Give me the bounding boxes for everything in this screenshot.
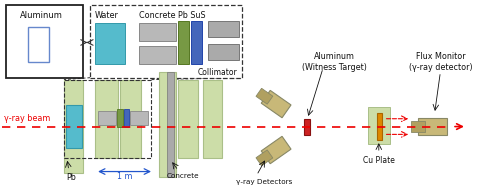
- Bar: [95, 23, 124, 64]
- Bar: [28, 27, 49, 62]
- Bar: [377, 113, 382, 140]
- Text: Flux Monitor
(γ-ray detector): Flux Monitor (γ-ray detector): [408, 52, 472, 72]
- Bar: [90, 5, 242, 78]
- Bar: [95, 80, 118, 158]
- Bar: [203, 80, 222, 158]
- Bar: [64, 80, 151, 158]
- Bar: [139, 23, 176, 40]
- Text: Concrete Pb SuS: Concrete Pb SuS: [139, 11, 206, 20]
- Bar: [98, 111, 116, 125]
- Text: Cu Plate: Cu Plate: [363, 156, 395, 165]
- Bar: [410, 121, 425, 132]
- Bar: [208, 21, 239, 37]
- Text: Aluminum
(Witness Target): Aluminum (Witness Target): [302, 52, 367, 72]
- Bar: [261, 90, 291, 118]
- Text: Pb: Pb: [66, 174, 76, 183]
- Bar: [256, 150, 273, 166]
- Text: Water: Water: [95, 11, 119, 20]
- Bar: [66, 105, 82, 148]
- Bar: [256, 88, 273, 104]
- Bar: [159, 72, 176, 177]
- Bar: [179, 21, 189, 64]
- Bar: [139, 46, 176, 64]
- Bar: [117, 109, 122, 127]
- Text: Aluminum: Aluminum: [20, 11, 63, 20]
- Bar: [303, 119, 311, 135]
- Bar: [120, 80, 141, 158]
- Bar: [208, 44, 239, 60]
- Text: γ-ray beam: γ-ray beam: [4, 114, 51, 123]
- Bar: [123, 109, 130, 127]
- Bar: [64, 80, 84, 174]
- Text: 1 m: 1 m: [117, 171, 132, 180]
- Bar: [368, 107, 390, 144]
- Bar: [191, 21, 202, 64]
- Bar: [6, 5, 83, 78]
- Bar: [179, 80, 198, 158]
- Bar: [418, 118, 447, 135]
- Bar: [261, 136, 291, 164]
- Text: γ-ray Detectors: γ-ray Detectors: [236, 179, 293, 185]
- Text: Collimator: Collimator: [197, 68, 237, 77]
- Bar: [167, 72, 174, 177]
- Text: Concrete: Concrete: [167, 174, 200, 180]
- Bar: [131, 111, 148, 125]
